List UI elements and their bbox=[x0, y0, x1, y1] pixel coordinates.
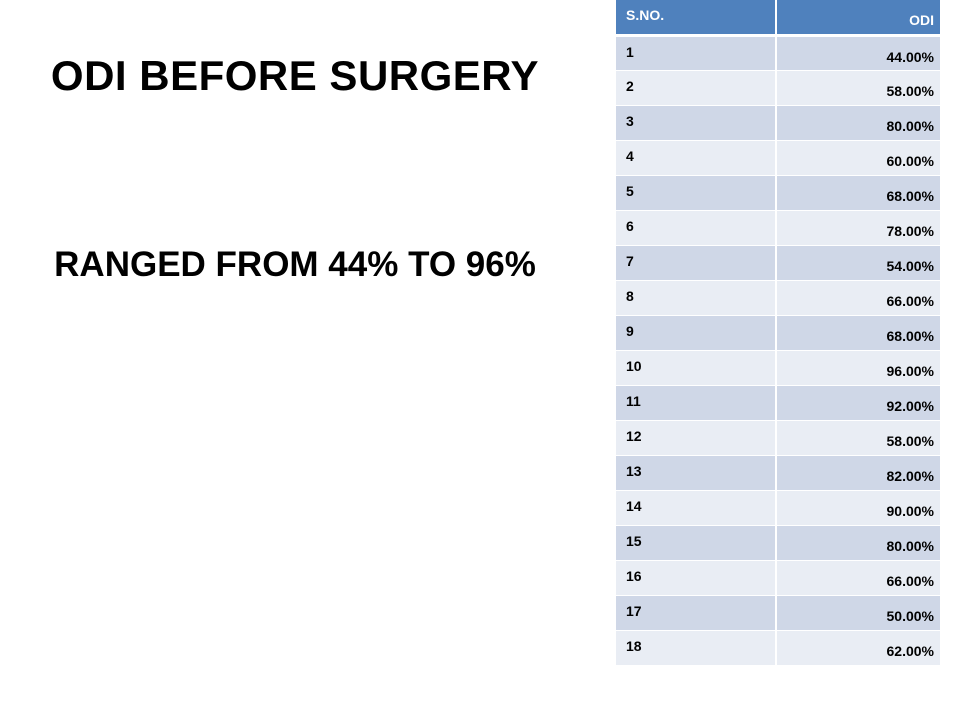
serial-number-cell: 3 bbox=[616, 105, 777, 141]
table-row: 13 82.00% bbox=[616, 455, 940, 491]
odi-value-cell: 60.00% bbox=[776, 140, 940, 176]
odi-value-cell: 44.00% bbox=[776, 35, 940, 71]
odi-value-cell: 82.00% bbox=[776, 455, 940, 491]
odi-value-cell: 96.00% bbox=[776, 350, 940, 386]
serial-number-cell: 10 bbox=[616, 350, 777, 386]
table-row: 2 58.00% bbox=[616, 70, 940, 106]
table-row: 10 96.00% bbox=[616, 350, 940, 386]
table-row: 18 62.00% bbox=[616, 630, 940, 666]
serial-number-cell: 8 bbox=[616, 280, 777, 316]
odi-value-cell: 58.00% bbox=[776, 420, 940, 456]
table-row: 9 68.00% bbox=[616, 315, 940, 351]
odi-value-cell: 58.00% bbox=[776, 70, 940, 106]
serial-number-cell: 9 bbox=[616, 315, 777, 351]
odi-value-cell: 78.00% bbox=[776, 210, 940, 246]
serial-number-cell: 4 bbox=[616, 140, 777, 176]
serial-number-cell: 18 bbox=[616, 630, 777, 666]
column-header-odi: ODI bbox=[776, 0, 940, 37]
table-row: 11 92.00% bbox=[616, 385, 940, 421]
serial-number-cell: 15 bbox=[616, 525, 777, 561]
table-header-row: S.NO. ODI bbox=[616, 0, 940, 37]
table-row: 12 58.00% bbox=[616, 420, 940, 456]
table-row: 4 60.00% bbox=[616, 140, 940, 176]
table-row: 16 66.00% bbox=[616, 560, 940, 596]
odi-value-cell: 80.00% bbox=[776, 105, 940, 141]
odi-value-cell: 80.00% bbox=[776, 525, 940, 561]
table-row: 1 44.00% bbox=[616, 35, 940, 71]
odi-table: S.NO. ODI 1 44.00% 2 58.00% 3 80.00% 4 6… bbox=[616, 0, 940, 666]
serial-number-cell: 1 bbox=[616, 35, 777, 71]
serial-number-cell: 14 bbox=[616, 490, 777, 526]
odi-value-cell: 66.00% bbox=[776, 280, 940, 316]
odi-value-cell: 62.00% bbox=[776, 630, 940, 666]
serial-number-cell: 7 bbox=[616, 245, 777, 281]
odi-value-cell: 66.00% bbox=[776, 560, 940, 596]
odi-value-cell: 90.00% bbox=[776, 490, 940, 526]
table-row: 17 50.00% bbox=[616, 595, 940, 631]
table-row: 15 80.00% bbox=[616, 525, 940, 561]
odi-value-cell: 50.00% bbox=[776, 595, 940, 631]
table-row: 3 80.00% bbox=[616, 105, 940, 141]
serial-number-cell: 11 bbox=[616, 385, 777, 421]
serial-number-cell: 13 bbox=[616, 455, 777, 491]
column-header-sno: S.NO. bbox=[616, 0, 777, 37]
serial-number-cell: 17 bbox=[616, 595, 777, 631]
slide-title: ODI BEFORE SURGERY bbox=[50, 52, 540, 99]
odi-value-cell: 68.00% bbox=[776, 175, 940, 211]
serial-number-cell: 16 bbox=[616, 560, 777, 596]
serial-number-cell: 12 bbox=[616, 420, 777, 456]
table-row: 8 66.00% bbox=[616, 280, 940, 316]
serial-number-cell: 2 bbox=[616, 70, 777, 106]
odi-value-cell: 68.00% bbox=[776, 315, 940, 351]
serial-number-cell: 6 bbox=[616, 210, 777, 246]
serial-number-cell: 5 bbox=[616, 175, 777, 211]
odi-value-cell: 92.00% bbox=[776, 385, 940, 421]
table-row: 5 68.00% bbox=[616, 175, 940, 211]
table-row: 6 78.00% bbox=[616, 210, 940, 246]
odi-value-cell: 54.00% bbox=[776, 245, 940, 281]
table-row: 14 90.00% bbox=[616, 490, 940, 526]
table-row: 7 54.00% bbox=[616, 245, 940, 281]
slide-subtitle: RANGED FROM 44% TO 96% bbox=[54, 245, 536, 284]
